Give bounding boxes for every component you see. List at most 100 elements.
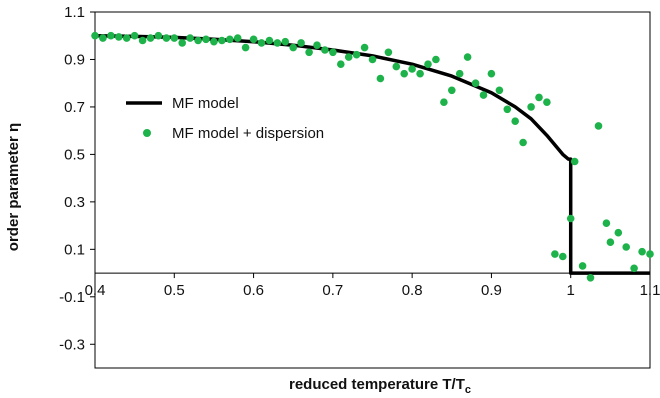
data-point bbox=[226, 35, 234, 44]
data-point bbox=[495, 86, 504, 95]
y-tick-label: 0.1 bbox=[64, 241, 85, 258]
data-point bbox=[122, 34, 131, 42]
data-point bbox=[384, 48, 393, 57]
x-tick-label: 1.1 bbox=[640, 282, 660, 299]
data-point bbox=[321, 46, 329, 54]
data-point bbox=[455, 69, 464, 78]
data-point bbox=[440, 98, 448, 106]
data-point bbox=[503, 105, 512, 114]
data-point bbox=[511, 117, 519, 125]
data-point bbox=[233, 34, 242, 42]
data-point bbox=[463, 53, 472, 61]
data-point bbox=[265, 36, 274, 45]
data-point bbox=[297, 39, 305, 47]
data-point bbox=[614, 228, 623, 237]
data-point bbox=[162, 34, 171, 42]
legend-label-mf-model-dispersion: MF model + dispersion bbox=[172, 125, 324, 142]
data-point bbox=[535, 93, 543, 102]
data-point bbox=[448, 86, 456, 95]
data-point bbox=[622, 243, 630, 251]
data-point bbox=[344, 53, 353, 61]
data-point bbox=[586, 274, 595, 282]
data-point bbox=[186, 34, 194, 42]
data-point bbox=[527, 103, 535, 111]
data-point bbox=[408, 65, 416, 73]
plot-frame bbox=[94, 11, 651, 369]
data-point bbox=[594, 122, 603, 130]
data-point bbox=[289, 43, 298, 52]
data-point bbox=[606, 238, 615, 246]
x-tick-label: 0.9 bbox=[481, 282, 502, 299]
data-point bbox=[154, 31, 163, 40]
data-point bbox=[578, 262, 587, 270]
data-point bbox=[376, 74, 385, 83]
data-point bbox=[170, 34, 179, 42]
y-tick-label: 0.3 bbox=[64, 194, 85, 211]
data-point bbox=[638, 247, 646, 256]
y-axis-title: order parameter η bbox=[5, 123, 22, 251]
data-point bbox=[646, 250, 654, 258]
legend-point-swatch bbox=[143, 129, 151, 137]
data-point bbox=[400, 69, 409, 78]
data-point bbox=[337, 60, 345, 68]
y-tick-label: -0.3 bbox=[59, 336, 85, 353]
data-point bbox=[432, 55, 440, 64]
data-point bbox=[424, 60, 432, 68]
data-point bbox=[281, 37, 290, 46]
data-point bbox=[551, 250, 559, 258]
data-point bbox=[115, 33, 123, 41]
tick-labels: 1.1 0.9 0.7 0.5 0.3 0.1 -0.1 -0.3 0.4 0.5 0.6 0.7 0.… bbox=[59, 4, 660, 353]
data-point bbox=[194, 36, 202, 45]
y-tick-label: 0.7 bbox=[64, 99, 85, 116]
legend: MF model MF model + dispersion bbox=[126, 95, 324, 142]
data-point bbox=[630, 264, 638, 273]
data-series bbox=[91, 31, 654, 282]
data-point bbox=[146, 34, 155, 42]
data-point bbox=[107, 31, 115, 40]
data-point bbox=[559, 252, 567, 261]
data-point bbox=[138, 36, 147, 45]
data-point bbox=[360, 43, 369, 52]
x-tick-label: 0.5 bbox=[164, 282, 185, 299]
data-point bbox=[479, 91, 488, 99]
x-tick-label: 0.6 bbox=[243, 282, 264, 299]
data-point bbox=[257, 39, 266, 47]
x-tick-label: 0.8 bbox=[402, 282, 423, 299]
plot-area bbox=[94, 11, 651, 369]
data-point bbox=[202, 35, 210, 44]
x-tick-label: 0.7 bbox=[322, 282, 343, 299]
data-point bbox=[273, 39, 282, 47]
data-point bbox=[99, 34, 107, 42]
data-point bbox=[566, 214, 575, 223]
legend-label-mf-model: MF model bbox=[172, 95, 239, 112]
y-tick-label: 1.1 bbox=[64, 4, 85, 21]
data-point bbox=[329, 48, 337, 57]
data-point bbox=[352, 50, 361, 59]
data-point bbox=[392, 62, 401, 71]
data-point bbox=[487, 69, 496, 78]
data-point bbox=[570, 157, 579, 166]
data-point bbox=[178, 39, 186, 47]
data-point bbox=[218, 36, 226, 45]
y-tick-label: 0.5 bbox=[64, 146, 85, 163]
x-tick-label: 0.4 bbox=[85, 282, 106, 299]
x-tick-label: 1 bbox=[567, 282, 575, 299]
data-point bbox=[416, 69, 424, 78]
data-point bbox=[241, 43, 250, 52]
data-point bbox=[602, 219, 611, 227]
x-axis-title-subscript: c bbox=[465, 384, 471, 396]
data-point bbox=[305, 48, 313, 57]
data-point bbox=[471, 79, 480, 87]
y-tick-label: -0.1 bbox=[59, 289, 85, 306]
x-axis-title: reduced temperature T/Tc bbox=[289, 376, 471, 396]
data-point bbox=[249, 35, 258, 44]
data-point bbox=[210, 37, 218, 46]
x-axis-title-main: reduced temperature T/T bbox=[289, 376, 465, 393]
data-point bbox=[368, 55, 377, 64]
y-tick-label: 0.9 bbox=[64, 51, 85, 68]
data-point bbox=[130, 31, 139, 40]
data-point bbox=[313, 41, 321, 49]
data-point bbox=[519, 138, 527, 147]
